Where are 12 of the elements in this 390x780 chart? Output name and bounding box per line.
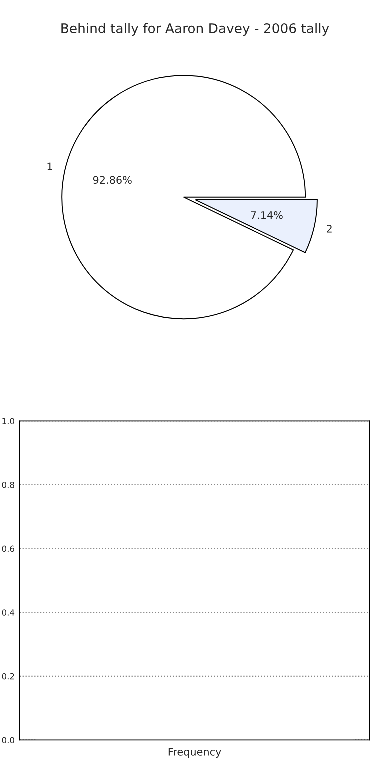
y-tick-label: 0.4 (2, 610, 15, 616)
slice-label: 1 (48, 162, 52, 170)
data-label: 7.14% (251, 211, 283, 220)
y-tick-label: 0.8 (2, 482, 14, 488)
y-tick-label: 0.0 (2, 737, 14, 744)
y-tick-label: 0.2 (2, 673, 14, 680)
chart-title: Behind tally for Aaron Davey - 2006 tally (62, 23, 330, 36)
slice-label: 2 (327, 224, 332, 233)
x-axis-title: Frequency (168, 748, 222, 758)
y-tick-label: 0.6 (2, 546, 15, 552)
data-label: 92.86% (93, 176, 132, 184)
y-tick-label: 1.0 (2, 418, 14, 424)
